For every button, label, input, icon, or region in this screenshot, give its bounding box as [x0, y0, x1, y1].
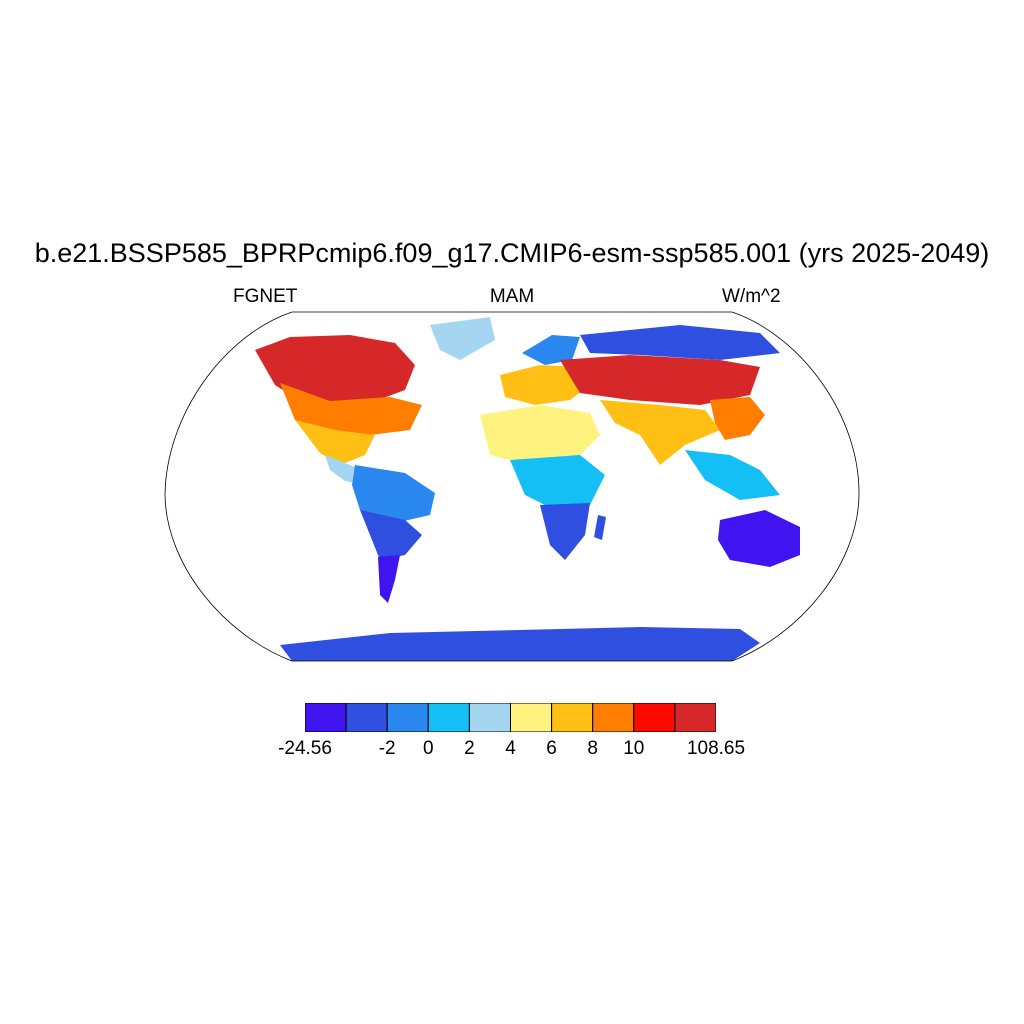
colorbar-tick-label: 4	[505, 738, 516, 759]
land-north-america-south	[295, 420, 375, 465]
land-north-america-north	[255, 335, 415, 405]
colorbar-swatch	[386, 703, 429, 732]
land-australia	[718, 510, 800, 567]
colorbar-swatch	[427, 703, 470, 732]
world-map	[164, 311, 860, 662]
colorbar-tick-label: 2	[464, 738, 475, 759]
season-label: MAM	[489, 286, 535, 307]
colorbar-tick-label: 6	[546, 738, 557, 759]
land-north-africa	[480, 405, 600, 465]
land-scandinavia	[522, 335, 580, 365]
land-south-africa	[540, 503, 590, 560]
land-siberia	[580, 325, 780, 360]
colorbar-tick-label: 8	[587, 738, 598, 759]
colorbar-swatch	[345, 703, 388, 732]
land-antarctica	[280, 627, 760, 661]
chart-title: b.e21.BSSP585_BPRPcmip6.f09_g17.CMIP6-es…	[34, 238, 990, 268]
land-south-america-south	[378, 555, 400, 603]
variable-label: FGNET	[233, 286, 298, 307]
colorbar-swatch	[468, 703, 511, 732]
units-label: W/m^2	[722, 286, 781, 307]
colorbar-swatch	[551, 703, 594, 732]
land-central-africa	[510, 455, 605, 510]
land-southeast-asia	[685, 450, 780, 500]
colorbar	[305, 703, 716, 732]
colorbar-swatch	[592, 703, 635, 732]
land-europe	[500, 365, 590, 405]
land-central-asia	[560, 355, 760, 405]
colorbar-tick-label: 10	[623, 738, 645, 759]
land-greenland	[430, 317, 495, 360]
land-south-america-north	[352, 465, 435, 523]
colorbar-swatch	[674, 703, 716, 732]
colorbar-tick-label: 0	[423, 738, 434, 759]
land-south-america-mid	[360, 510, 422, 560]
colorbar-tick-label: -24.56	[278, 738, 332, 759]
colorbar-tick-label: -2	[378, 738, 396, 759]
colorbar-tick-label: 108.65	[686, 738, 746, 759]
colorbar-swatch	[510, 703, 553, 732]
land-east-asia	[710, 397, 765, 440]
land-north-america-mid	[280, 383, 422, 435]
colorbar-swatch	[305, 703, 347, 732]
colorbar-labels: -24.56 -2 0 2 4 6 8 10 108.65	[0, 738, 1024, 764]
colorbar-swatch	[633, 703, 676, 732]
globe-outline	[164, 311, 860, 662]
land-madagascar	[594, 515, 606, 540]
land-south-asia	[600, 400, 720, 465]
